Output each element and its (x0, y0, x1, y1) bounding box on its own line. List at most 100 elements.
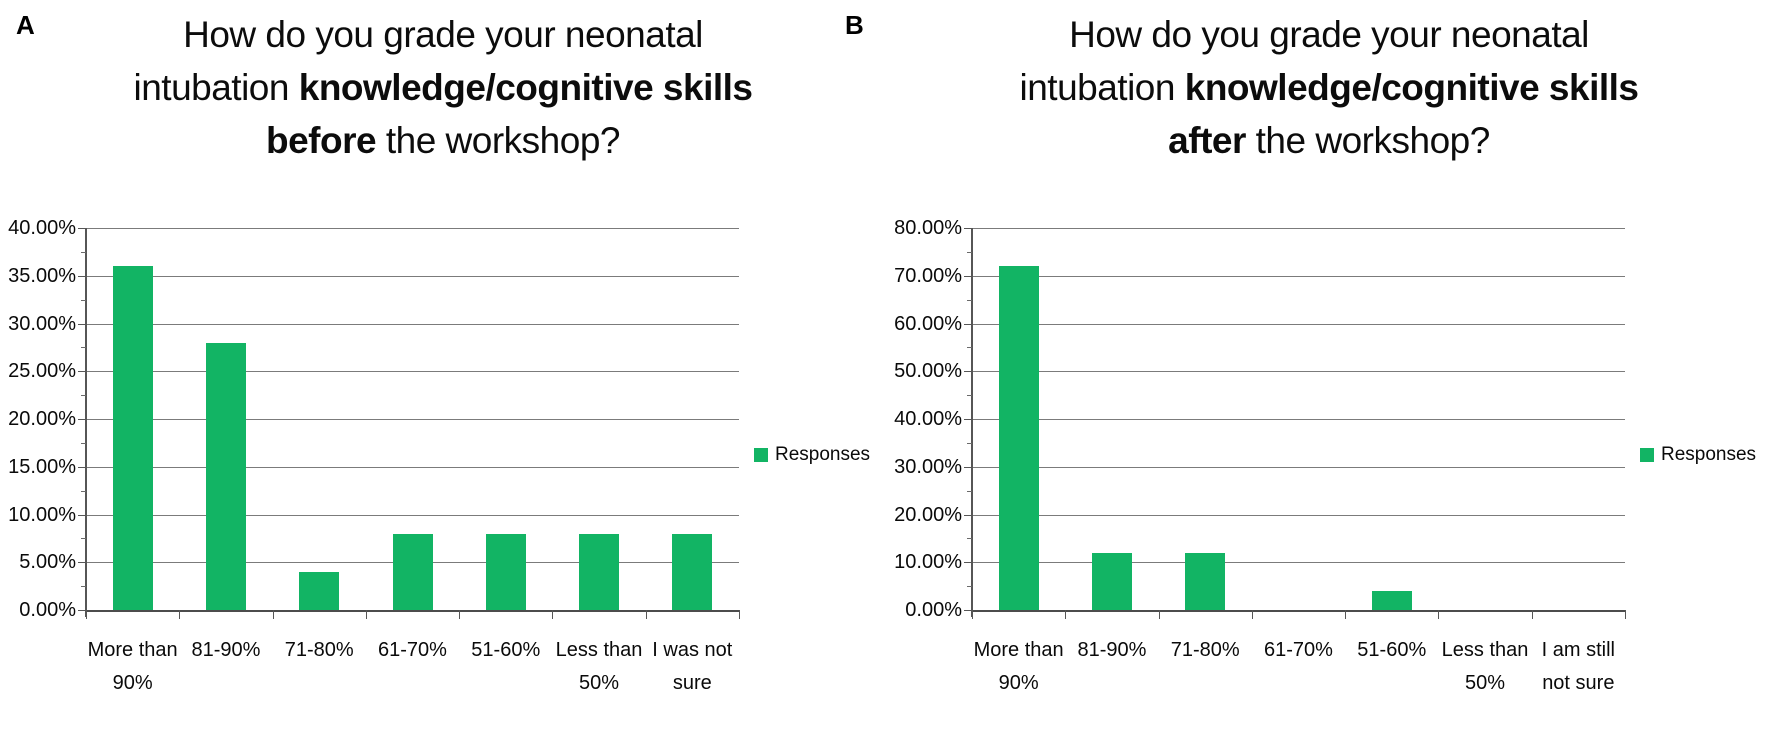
legend-label: Responses (775, 444, 871, 465)
y-axis-major-tick (78, 514, 86, 516)
y-axis-tick-label: 60.00% (894, 312, 962, 335)
y-axis-minor-tick (81, 251, 86, 253)
y-axis-major-tick (964, 371, 972, 373)
x-axis-category-label: I was not sure (652, 639, 733, 694)
gridline (86, 275, 739, 277)
gridline (86, 419, 739, 420)
y-axis-major-tick (78, 610, 86, 611)
x-axis-category-label: 71-80% (284, 639, 354, 661)
x-axis-tick (272, 610, 274, 619)
chart-title-segment: the workshop? (1245, 120, 1491, 161)
gridline (972, 275, 1625, 277)
y-axis-tick-label: 5.00% (19, 551, 76, 574)
x-axis-category-label: 61-70% (378, 639, 447, 661)
x-axis-tick (645, 610, 647, 619)
y-axis-tick-label: 30.00% (8, 312, 76, 335)
x-axis-tick (1625, 610, 1626, 619)
x-axis-category-label: 51-60% (1357, 639, 1427, 661)
y-axis-tick-label: 70.00% (894, 264, 962, 287)
gridline (972, 323, 1625, 325)
y-axis-major-tick (78, 275, 86, 277)
gridline (86, 323, 739, 325)
y-axis-major-tick (964, 228, 972, 229)
y-axis-major-tick (78, 419, 86, 420)
y-axis-minor-tick (81, 490, 86, 492)
gridline (972, 419, 1625, 420)
y-axis-major-tick (964, 419, 972, 420)
x-axis-tick (365, 610, 367, 619)
y-axis-tick-label: 10.00% (8, 503, 76, 526)
chart-title-segment: How do you grade your neonatal (183, 14, 703, 55)
gridline (972, 371, 1625, 373)
y-axis-tick-label: 15.00% (8, 455, 76, 478)
y-axis-minor-tick (967, 251, 972, 253)
x-axis-category-label: 71-80% (1170, 639, 1240, 661)
bar-61-70- (392, 533, 433, 610)
chart-title-line: before the workshop? (40, 114, 846, 167)
y-axis-minor-tick (81, 586, 86, 588)
y-axis-major-tick (78, 562, 86, 564)
x-axis-category-label: 81-90% (191, 639, 261, 661)
y-axis-tick-label: 25.00% (8, 360, 76, 383)
y-axis-minor-tick (967, 299, 972, 301)
plot-area (78, 228, 740, 619)
x-axis-category-label: 51-60% (471, 639, 541, 661)
y-axis-major-tick (78, 466, 86, 468)
x-axis-category-labels: More than 90% 81-90% 71-80% 61-70% 51-60% Les… (86, 634, 739, 700)
bar-more-than-90- (998, 266, 1039, 610)
gridline (86, 228, 739, 229)
x-axis-category-label: I am still not sure (1541, 639, 1615, 694)
y-axis-major-tick (964, 610, 972, 611)
y-axis-minor-tick (967, 442, 972, 444)
x-axis-tick (86, 610, 87, 619)
y-axis-tick-label: 50.00% (894, 360, 962, 383)
chart-title-line: How do you grade your neonatal (40, 8, 846, 61)
y-axis-line (85, 228, 87, 617)
y-axis-tick-label: 20.00% (894, 503, 962, 526)
y-axis-major-tick (78, 228, 86, 229)
chart-panel-after-workshop: How do you grade your neonatal intubation… (886, 0, 1772, 744)
panel-label-a: A (16, 10, 35, 40)
x-axis-tick (972, 610, 973, 619)
gridline (972, 514, 1625, 516)
y-axis-line (971, 228, 973, 617)
x-axis-category-label: 61-70% (1264, 639, 1333, 661)
y-axis-major-tick (78, 371, 86, 373)
chart-title-segment: How do you grade your neonatal (1069, 14, 1589, 55)
y-axis-minor-tick (81, 347, 86, 349)
x-axis-tick (1531, 610, 1533, 619)
chart-title-segment: intubation (133, 67, 299, 108)
bar-71-80- (299, 571, 340, 610)
x-axis-category-labels: More than 90% 81-90% 71-80% 61-70% 51-60% Les… (972, 634, 1625, 700)
x-axis-line (86, 610, 739, 612)
chart-title: How do you grade your neonatal intubation… (40, 8, 846, 167)
bar-less-than-50- (579, 533, 620, 610)
legend-swatch-icon (754, 448, 768, 462)
y-axis-minor-tick (967, 538, 972, 540)
y-axis-major-tick (964, 562, 972, 564)
chart-title: How do you grade your neonatal intubation… (926, 8, 1732, 167)
plot-area (964, 228, 1626, 619)
gridline (972, 228, 1625, 229)
gridline (86, 466, 739, 468)
y-axis-major-tick (78, 323, 86, 325)
x-axis-tick (552, 610, 554, 619)
x-axis-tick (459, 610, 461, 619)
bar-71-80- (1185, 552, 1226, 610)
x-axis-category-label: Less than 50% (555, 639, 643, 694)
y-axis-minor-tick (967, 490, 972, 492)
chart-title-bold-segment: after (1168, 120, 1246, 161)
bar-51-60- (485, 533, 526, 610)
gridline (972, 562, 1625, 564)
legend: Responses (754, 444, 870, 466)
bar-i-was-not-sure (672, 533, 713, 610)
legend-label: Responses (1661, 444, 1757, 465)
y-axis-tick-label: 0.00% (905, 599, 962, 621)
y-axis-minor-tick (81, 299, 86, 301)
y-axis-tick-label: 20.00% (8, 408, 76, 430)
chart-title-line: How do you grade your neonatal (926, 8, 1732, 61)
chart-panel-before-workshop: How do you grade your neonatal intubation… (8, 8, 870, 700)
bar-81-90- (205, 342, 246, 610)
y-axis-minor-tick (81, 538, 86, 540)
